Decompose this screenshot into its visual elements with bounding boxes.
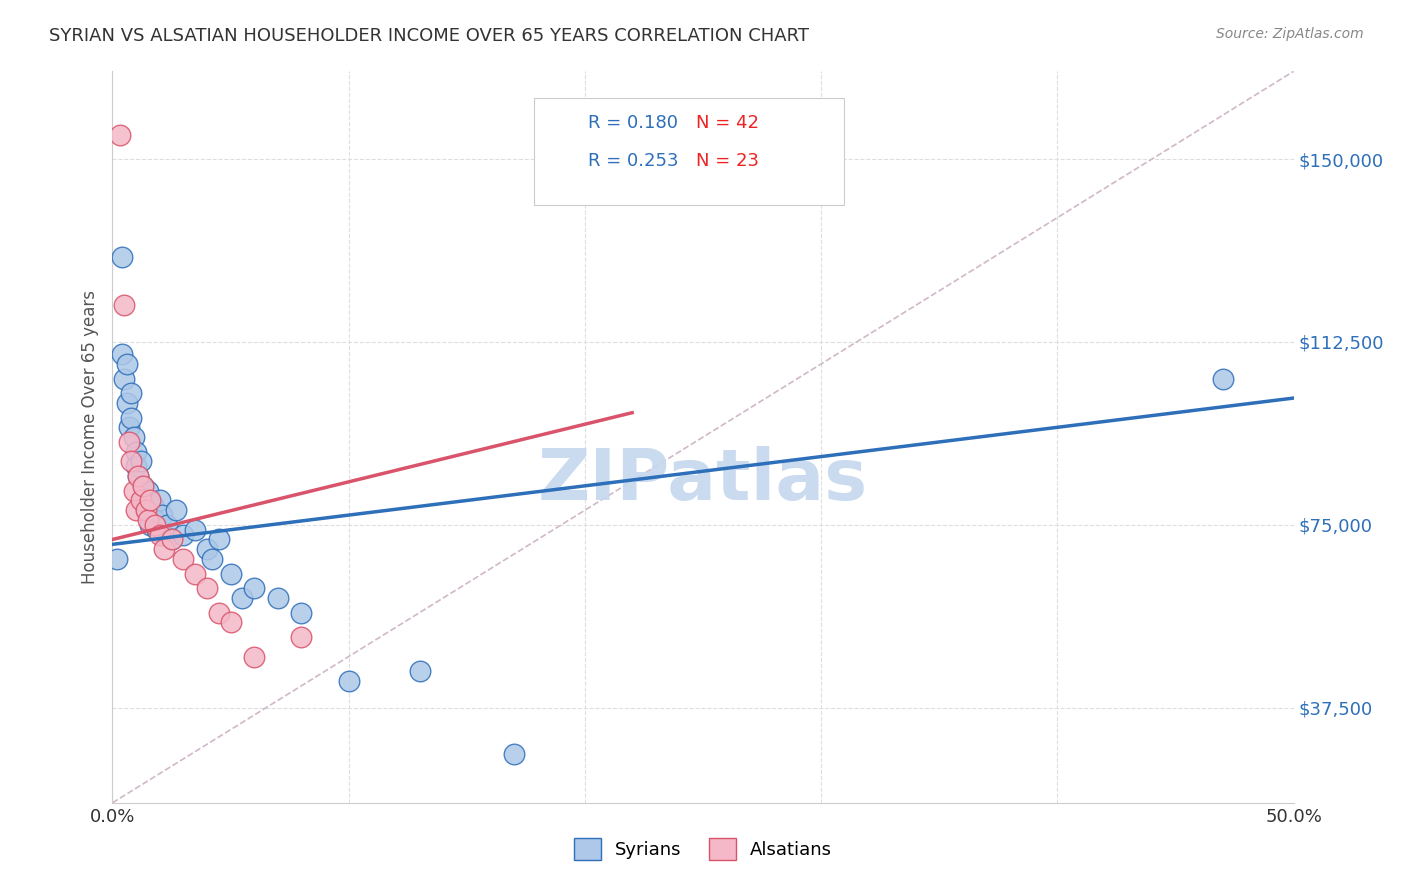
Point: [243, 649, 266, 664]
Point: [1212, 371, 1234, 385]
Point: [129, 454, 152, 468]
Point: [290, 630, 312, 644]
Point: [184, 566, 207, 581]
Point: [115, 396, 138, 410]
Point: [165, 503, 187, 517]
Point: [139, 517, 162, 532]
Point: [208, 533, 231, 547]
Point: [111, 250, 134, 264]
Point: [125, 459, 148, 474]
Point: [408, 664, 430, 678]
Point: [290, 606, 312, 620]
Y-axis label: Householder Income Over 65 years: Householder Income Over 65 years: [80, 290, 98, 584]
Point: [503, 747, 526, 761]
Legend: Syrians, Alsatians: Syrians, Alsatians: [574, 838, 832, 860]
Point: [219, 566, 242, 581]
Point: [122, 483, 145, 498]
Point: [120, 386, 142, 401]
Point: [132, 479, 155, 493]
Point: [143, 517, 166, 532]
Point: [160, 533, 183, 547]
Point: [267, 591, 290, 605]
Point: [149, 527, 172, 541]
Point: [153, 542, 176, 557]
Point: [243, 581, 266, 595]
Point: [201, 552, 224, 566]
Point: [160, 533, 183, 547]
Point: [136, 513, 159, 527]
Point: [127, 469, 149, 483]
Point: [127, 469, 149, 483]
Point: [129, 493, 152, 508]
Point: [195, 581, 218, 595]
Point: [337, 673, 360, 688]
Text: N = 23: N = 23: [696, 153, 759, 170]
Point: [135, 503, 157, 517]
Point: [118, 434, 141, 449]
Text: ZIPatlas: ZIPatlas: [538, 447, 868, 516]
Point: [105, 552, 128, 566]
Text: R = 0.180: R = 0.180: [588, 114, 678, 132]
Point: [208, 606, 231, 620]
Point: [135, 503, 157, 517]
Point: [108, 128, 131, 142]
Point: [219, 615, 242, 630]
Text: SYRIAN VS ALSATIAN HOUSEHOLDER INCOME OVER 65 YEARS CORRELATION CHART: SYRIAN VS ALSATIAN HOUSEHOLDER INCOME OV…: [49, 27, 810, 45]
Point: [136, 483, 159, 498]
Point: [146, 523, 169, 537]
Point: [125, 503, 148, 517]
Point: [120, 454, 142, 468]
Point: [112, 371, 135, 385]
Point: [143, 513, 166, 527]
Point: [172, 527, 194, 541]
Point: [142, 499, 165, 513]
Point: [125, 444, 148, 458]
Point: [115, 357, 138, 371]
Point: [132, 479, 155, 493]
Point: [153, 527, 176, 541]
Point: [139, 493, 162, 508]
Point: [172, 552, 194, 566]
Text: R = 0.253: R = 0.253: [588, 153, 678, 170]
Point: [195, 542, 218, 557]
Text: Source: ZipAtlas.com: Source: ZipAtlas.com: [1216, 27, 1364, 41]
Point: [149, 493, 172, 508]
Point: [184, 523, 207, 537]
Text: N = 42: N = 42: [696, 114, 759, 132]
Point: [156, 517, 179, 532]
Point: [231, 591, 253, 605]
Point: [132, 493, 155, 508]
Point: [112, 298, 135, 312]
Point: [150, 508, 173, 522]
Point: [118, 420, 141, 434]
Point: [111, 347, 134, 361]
Point: [122, 430, 145, 444]
Point: [120, 410, 142, 425]
